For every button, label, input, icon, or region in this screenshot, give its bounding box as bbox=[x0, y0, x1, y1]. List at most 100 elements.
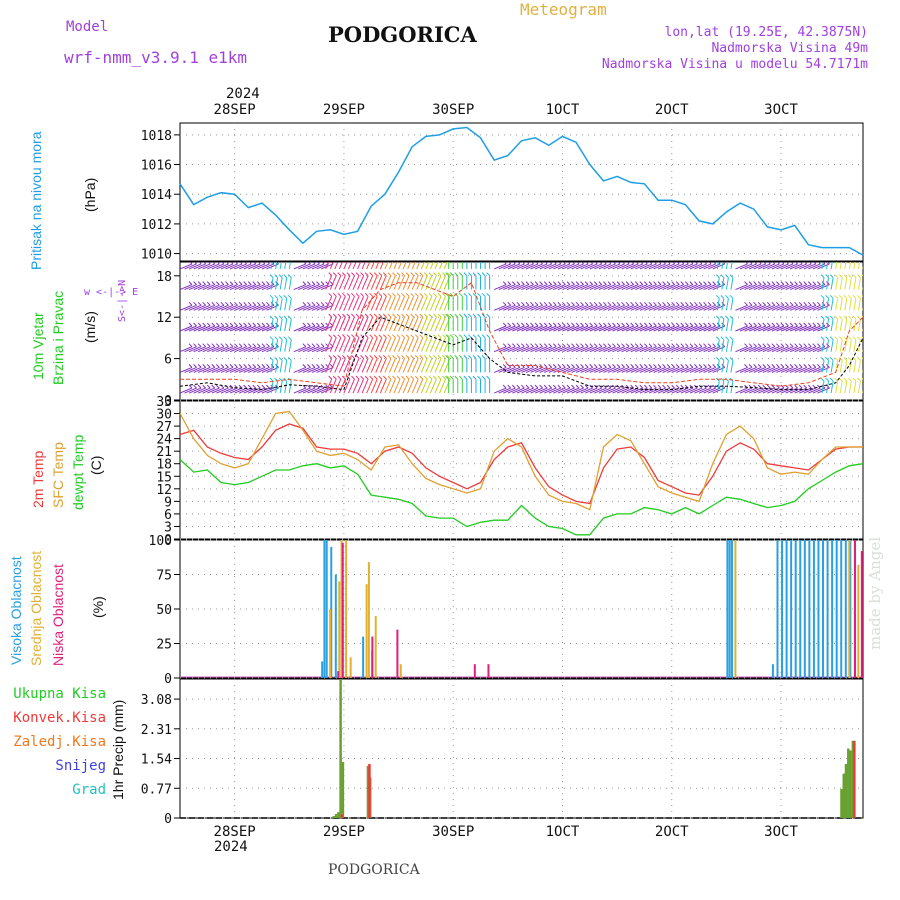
wind-barb-flag bbox=[266, 322, 270, 327]
wind-barb-flag bbox=[320, 281, 325, 285]
wind-barb-flag bbox=[861, 274, 863, 277]
wind-barb bbox=[721, 262, 724, 269]
wind-barb-flag bbox=[392, 272, 396, 276]
wind-barb-flag bbox=[757, 281, 762, 285]
wind-barb bbox=[184, 284, 197, 291]
wind-barb bbox=[694, 346, 707, 353]
wind-barb-flag bbox=[598, 281, 603, 285]
wind-barb-flag bbox=[410, 334, 415, 339]
wind-barb-flag bbox=[748, 281, 753, 285]
wind-barb-flag bbox=[548, 364, 553, 368]
wind-barb bbox=[521, 284, 534, 291]
wind-barb bbox=[434, 316, 442, 332]
wind-barb-flag bbox=[481, 272, 486, 276]
wind-barb-flag bbox=[307, 262, 311, 265]
wind-barb-flag bbox=[794, 384, 798, 389]
wind-barb-flag bbox=[753, 301, 757, 306]
wind-barb bbox=[794, 325, 807, 332]
wind-barb bbox=[725, 339, 729, 352]
wind-barb-flag bbox=[785, 322, 789, 327]
wind-barb-flag bbox=[526, 262, 530, 265]
wind-barb-flag bbox=[287, 357, 292, 361]
wind-barb bbox=[348, 358, 355, 373]
wind-barb-flag bbox=[729, 357, 734, 361]
wind-barb-flag bbox=[653, 301, 657, 306]
wind-barb-flag bbox=[472, 313, 477, 318]
wind-barb-flag bbox=[820, 294, 825, 299]
wind-barb bbox=[626, 284, 639, 291]
wind-barb bbox=[680, 304, 694, 311]
y-tick-label: 25 bbox=[156, 638, 172, 653]
wind-barb bbox=[275, 360, 279, 373]
wind-barb-flag bbox=[247, 343, 252, 348]
wind-barb bbox=[270, 339, 274, 352]
wind-barb-flag bbox=[631, 262, 635, 265]
wind-barb-flag bbox=[446, 334, 451, 339]
wind-barb bbox=[612, 366, 625, 373]
wind-barb-flag bbox=[807, 384, 812, 389]
wind-barb-flag bbox=[789, 301, 794, 306]
wind-barb-flag bbox=[694, 343, 698, 348]
cloud-high-bar bbox=[799, 540, 802, 678]
wind-barb-flag bbox=[202, 281, 207, 285]
wind-barb-flag bbox=[320, 384, 325, 389]
wind-barb bbox=[630, 263, 643, 270]
wind-barb-flag bbox=[454, 334, 459, 339]
wind-barb bbox=[370, 337, 378, 352]
wind-barb bbox=[580, 263, 593, 270]
wind-barb bbox=[530, 366, 543, 373]
wind-barb bbox=[607, 387, 621, 394]
wind-barb-flag bbox=[445, 272, 450, 276]
wind-barb bbox=[257, 346, 270, 353]
wind-barb bbox=[621, 284, 634, 291]
wind-barb-flag bbox=[681, 262, 685, 265]
wind-barb bbox=[243, 387, 256, 394]
wind-barb-flag bbox=[307, 343, 311, 348]
wind-barb-flag bbox=[857, 377, 861, 382]
wind-barb bbox=[416, 316, 424, 332]
wind-barb-flag bbox=[278, 336, 283, 341]
wind-barb-flag bbox=[428, 355, 433, 359]
wind-barb bbox=[398, 296, 406, 311]
wind-barb bbox=[626, 366, 639, 373]
wind-barb-flag bbox=[630, 281, 635, 285]
wind-barb bbox=[721, 339, 725, 352]
wind-barb bbox=[539, 366, 552, 373]
wind-barb bbox=[202, 304, 215, 311]
wind-barb bbox=[352, 262, 357, 270]
wind-barb bbox=[366, 378, 374, 394]
wind-barb-flag bbox=[243, 322, 247, 327]
wind-barb bbox=[630, 346, 643, 353]
wind-barb-flag bbox=[749, 262, 753, 265]
wind-barb bbox=[571, 304, 584, 311]
wind-barb-flag bbox=[252, 322, 257, 327]
wind-barb-flag bbox=[206, 322, 211, 327]
wind-barb bbox=[799, 346, 812, 353]
wind-barb bbox=[343, 275, 351, 290]
wind-barb-flag bbox=[468, 313, 472, 318]
wind-barb bbox=[762, 346, 776, 353]
wind-barb bbox=[571, 387, 584, 394]
wind-barb bbox=[776, 304, 789, 311]
wind-barb bbox=[803, 325, 816, 332]
wind-barb bbox=[198, 304, 211, 311]
wind-barb bbox=[498, 284, 511, 291]
wind-barb bbox=[198, 366, 211, 373]
wind-barb bbox=[388, 275, 396, 290]
wind-barb bbox=[357, 296, 365, 311]
wind-barb bbox=[767, 284, 780, 291]
wind-barb-flag bbox=[516, 343, 521, 348]
y-tick-label: 75 bbox=[156, 569, 172, 584]
wind-barb bbox=[279, 318, 283, 332]
wind-barb-flag bbox=[847, 274, 852, 278]
wind-barb bbox=[357, 358, 365, 373]
wind-barb-flag bbox=[396, 334, 401, 339]
precip-total-bar bbox=[332, 816, 336, 818]
wind-barb bbox=[503, 284, 516, 291]
wind-barb bbox=[348, 316, 355, 332]
wind-barb bbox=[667, 263, 680, 270]
wind-barb bbox=[439, 337, 446, 352]
wind-barb bbox=[639, 366, 653, 373]
wind-barb-flag bbox=[585, 262, 589, 265]
wind-barb-flag bbox=[274, 357, 278, 361]
